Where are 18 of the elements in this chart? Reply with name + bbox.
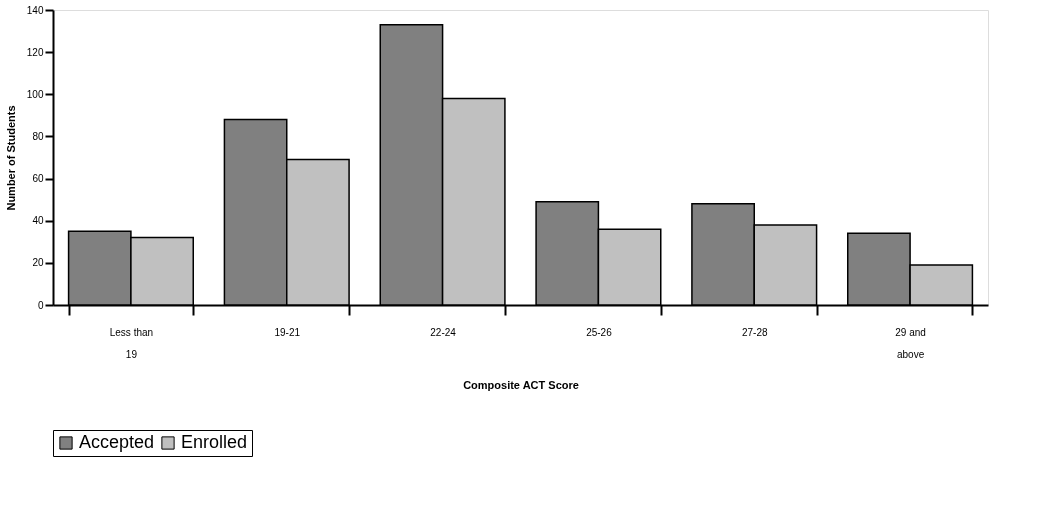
x-tick-label: 29 and above <box>895 326 926 360</box>
y-tick-label: 140 <box>26 4 44 16</box>
x-axis-title: Composite ACT Score <box>463 378 579 391</box>
x-tick-label: 25-26 <box>586 326 613 338</box>
y-tick-label: 20 <box>32 257 44 269</box>
y-tick-label: 0 <box>37 299 44 311</box>
x-tick-label: Less than 19 <box>109 326 154 360</box>
y-axis-title: Number of Students <box>4 105 17 211</box>
y-tick-label: 120 <box>26 46 44 58</box>
y-tick-label: 60 <box>32 173 44 185</box>
y-tick-label: 100 <box>26 88 44 100</box>
legend-label: Enrolled <box>181 432 248 452</box>
x-tick-label: 27-28 <box>741 326 768 338</box>
y-tick-label: 80 <box>32 130 44 142</box>
legend-label: Accepted <box>79 432 155 452</box>
y-tick-label: 40 <box>32 215 44 227</box>
x-tick-label: 19-21 <box>274 326 301 338</box>
x-tick-label: 22-24 <box>430 326 457 338</box>
